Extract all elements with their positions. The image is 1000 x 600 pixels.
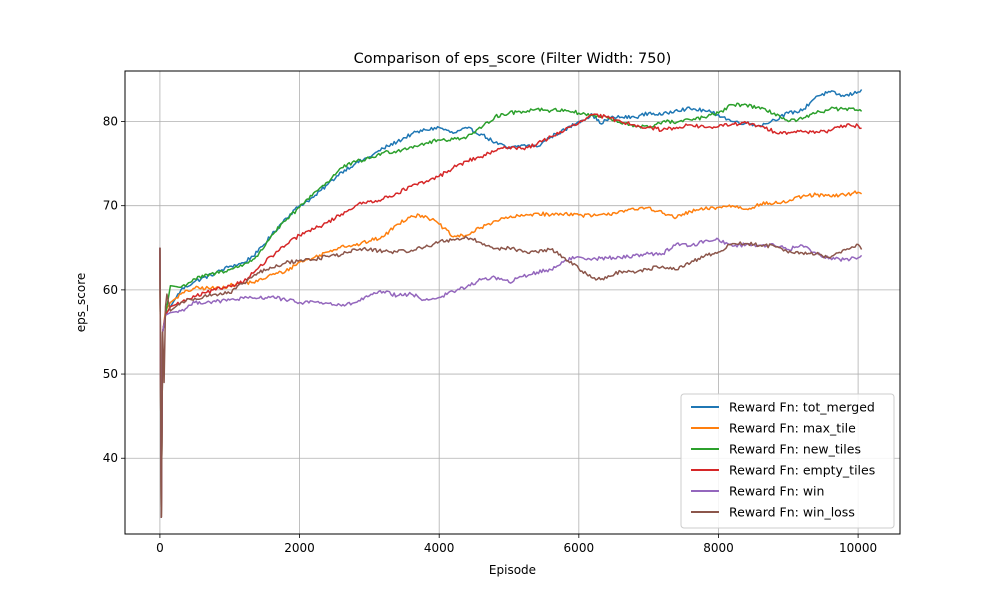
legend-label: Reward Fn: empty_tiles bbox=[729, 463, 875, 478]
legend: Reward Fn: tot_merged Reward Fn: max_tile… bbox=[680, 393, 895, 529]
y-tick-label: 50 bbox=[103, 367, 118, 381]
legend-box bbox=[680, 393, 895, 529]
plot-frame bbox=[124, 70, 901, 535]
series-line bbox=[159, 102, 863, 518]
legend-label: Reward Fn: new_tiles bbox=[729, 442, 861, 457]
series-layer bbox=[159, 89, 863, 518]
axis-ticks: 0 2000 4000 6000 8000 10000 40 50 60 70 80 bbox=[103, 115, 877, 555]
x-tick-label: 4000 bbox=[424, 541, 455, 555]
legend-label: Reward Fn: win_loss bbox=[729, 505, 855, 520]
x-tick-label: 6000 bbox=[564, 541, 595, 555]
series-line bbox=[159, 235, 863, 518]
legend-label: Reward Fn: win bbox=[729, 484, 824, 499]
y-axis-label: eps_score bbox=[74, 273, 88, 333]
chart-title: Comparison of eps_score (Filter Width: 7… bbox=[354, 51, 672, 67]
y-tick-label: 70 bbox=[103, 199, 118, 213]
legend-label: Reward Fn: max_tile bbox=[729, 421, 856, 436]
y-tick-label: 80 bbox=[103, 115, 118, 129]
series-line bbox=[159, 113, 862, 518]
x-tick-label: 10000 bbox=[839, 541, 877, 555]
series-line bbox=[159, 190, 863, 518]
legend-label: Reward Fn: tot_merged bbox=[729, 400, 875, 415]
x-tick-label: 0 bbox=[156, 541, 164, 555]
x-tick-label: 8000 bbox=[703, 541, 734, 555]
y-tick-label: 40 bbox=[103, 451, 118, 465]
x-axis-label: Episode bbox=[489, 563, 536, 577]
x-tick-label: 2000 bbox=[284, 541, 315, 555]
y-tick-label: 60 bbox=[103, 283, 118, 297]
